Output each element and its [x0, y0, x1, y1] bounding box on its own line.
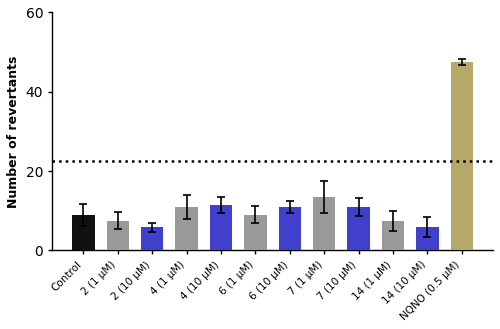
Y-axis label: Number of revertants: Number of revertants [7, 55, 20, 208]
Bar [278, 207, 301, 250]
Bar [416, 227, 438, 250]
Bar [106, 221, 129, 250]
Bar [72, 215, 94, 250]
Bar [313, 197, 336, 250]
Bar [210, 205, 232, 250]
Bar [141, 227, 164, 250]
Bar [176, 207, 198, 250]
Bar [450, 62, 473, 250]
Bar [348, 207, 370, 250]
Bar [382, 221, 404, 250]
Bar [244, 215, 266, 250]
